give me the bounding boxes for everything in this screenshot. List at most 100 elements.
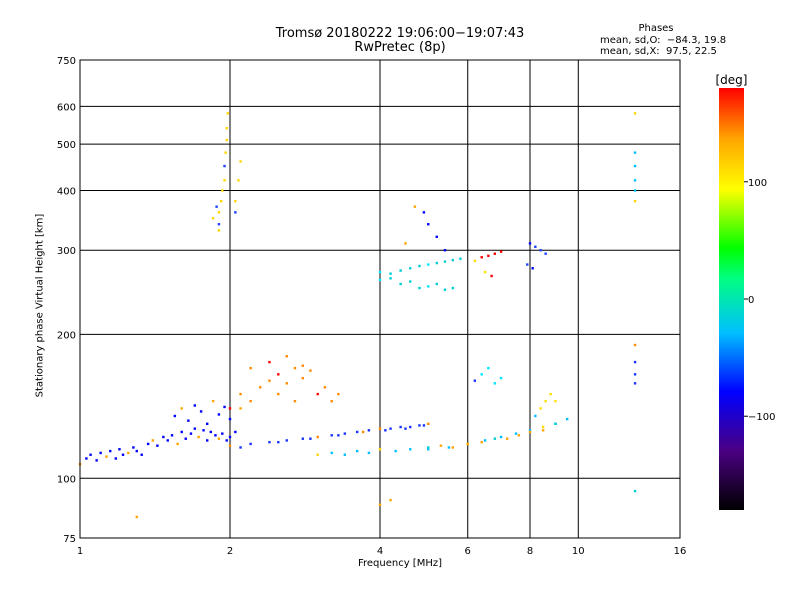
data-point xyxy=(389,498,392,502)
data-point xyxy=(205,439,209,442)
colorbar-tick-label: 100 xyxy=(748,178,767,189)
data-point xyxy=(224,151,227,154)
data-point xyxy=(170,434,174,437)
data-point xyxy=(166,439,169,442)
data-point xyxy=(228,407,232,410)
data-point xyxy=(239,160,242,163)
data-point xyxy=(404,242,407,245)
y-tick-label: 200 xyxy=(57,330,76,341)
data-point xyxy=(394,449,397,453)
data-point xyxy=(378,503,382,507)
y-tick-label: 600 xyxy=(57,102,76,113)
data-point xyxy=(544,252,547,255)
data-point xyxy=(205,422,209,426)
data-point xyxy=(534,245,537,248)
data-point xyxy=(234,199,237,203)
data-point xyxy=(418,264,421,268)
data-point xyxy=(146,442,150,446)
data-point xyxy=(378,448,382,451)
data-point xyxy=(487,254,490,258)
data-point xyxy=(293,366,297,370)
data-point xyxy=(202,429,205,432)
data-point xyxy=(565,417,569,421)
data-point xyxy=(217,413,221,416)
data-point xyxy=(427,448,430,451)
data-point xyxy=(418,286,421,290)
data-point xyxy=(389,277,392,280)
data-point xyxy=(193,427,197,430)
stats-x-line: mean, sd,X: 97.5, 22.5 xyxy=(600,46,717,57)
data-point xyxy=(633,382,637,385)
chart-title: Tromsø 20180222 19:06:00−19:07:43 xyxy=(275,26,525,41)
data-point xyxy=(223,405,226,409)
data-point xyxy=(316,435,319,439)
data-point xyxy=(459,257,462,260)
data-point xyxy=(330,399,333,403)
data-point xyxy=(480,373,483,376)
data-point xyxy=(316,453,319,456)
data-point xyxy=(399,269,402,272)
data-point xyxy=(277,440,280,444)
data-point xyxy=(249,399,252,403)
data-point xyxy=(219,199,223,203)
data-point xyxy=(225,439,228,442)
data-point xyxy=(399,282,402,286)
data-point xyxy=(443,288,447,291)
data-point xyxy=(422,424,426,427)
data-point xyxy=(114,457,118,460)
data-point xyxy=(259,386,262,389)
data-point xyxy=(427,263,430,266)
y-tick-label: 75 xyxy=(63,534,76,545)
data-point xyxy=(514,432,518,435)
data-point xyxy=(490,274,493,278)
data-point xyxy=(301,364,305,367)
data-point xyxy=(528,430,532,434)
data-point xyxy=(367,429,371,432)
data-point xyxy=(293,399,297,403)
data-point xyxy=(323,386,327,389)
data-point xyxy=(534,414,537,418)
data-point xyxy=(285,382,288,385)
data-point xyxy=(316,392,319,396)
data-point xyxy=(285,355,288,358)
colorbar-gradient xyxy=(719,88,744,510)
data-point xyxy=(118,448,121,451)
data-point xyxy=(221,432,224,435)
data-point xyxy=(268,360,271,364)
data-point xyxy=(539,407,542,410)
data-point xyxy=(539,249,542,252)
data-point xyxy=(517,434,521,437)
data-point xyxy=(480,440,483,444)
y-tick-label: 750 xyxy=(57,56,76,67)
data-point xyxy=(427,446,430,449)
data-point xyxy=(633,112,637,115)
data-point xyxy=(277,373,280,376)
data-point xyxy=(409,425,412,429)
data-point xyxy=(361,430,365,434)
data-point xyxy=(140,453,143,456)
data-point xyxy=(399,425,402,429)
data-point xyxy=(389,427,392,430)
data-point xyxy=(435,282,438,286)
data-point xyxy=(99,451,102,455)
data-point xyxy=(493,382,497,385)
data-point xyxy=(528,242,532,245)
data-point xyxy=(173,414,177,418)
data-point xyxy=(234,211,237,214)
colorbar: [deg] 100 0 −100 xyxy=(716,73,775,510)
colorbar-label: [deg] xyxy=(716,73,748,87)
plot-frame xyxy=(79,59,681,539)
data-point xyxy=(189,432,193,435)
data-point xyxy=(633,189,637,192)
axes: 1 2 4 6 8 10 16 75 100 200 300 400 500 600 750 xyxy=(57,56,686,557)
data-point xyxy=(268,440,271,444)
data-point xyxy=(249,366,252,370)
data-point xyxy=(378,278,382,282)
data-point xyxy=(301,376,305,380)
data-point xyxy=(409,267,412,270)
data-point xyxy=(217,437,221,440)
data-point xyxy=(180,407,183,410)
data-point xyxy=(176,442,179,446)
data-point xyxy=(109,449,112,453)
data-point xyxy=(225,138,228,142)
